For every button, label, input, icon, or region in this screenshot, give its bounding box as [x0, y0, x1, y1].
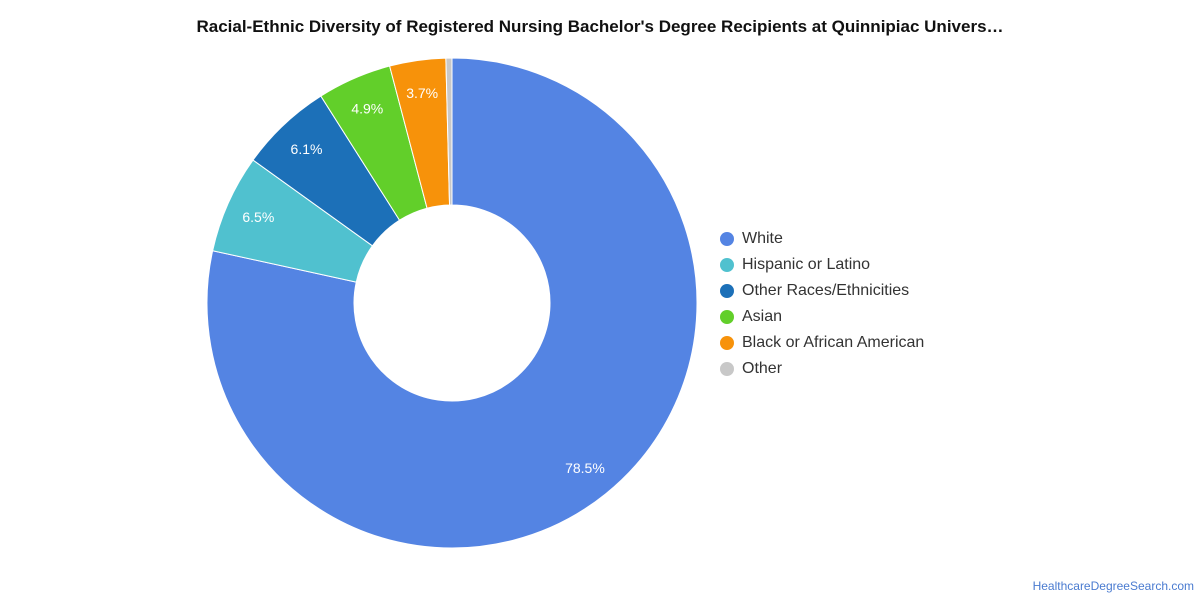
- legend-label: Other Races/Ethnicities: [742, 282, 910, 299]
- legend: White Hispanic or Latino Other Races/Ethni…: [720, 226, 924, 382]
- legend-item[interactable]: White: [720, 226, 924, 252]
- legend-item[interactable]: Black or African American: [720, 330, 924, 356]
- legend-swatch: [720, 310, 734, 324]
- legend-swatch: [720, 232, 734, 246]
- legend-swatch: [720, 336, 734, 350]
- source-credit-link[interactable]: HealthcareDegreeSearch.com: [1032, 579, 1194, 593]
- slice-white[interactable]: [206, 57, 698, 549]
- slice-label: 4.9%: [351, 101, 383, 117]
- slice-label: 6.1%: [291, 141, 323, 157]
- legend-item[interactable]: Asian: [720, 304, 924, 330]
- legend-item[interactable]: Hispanic or Latino: [720, 252, 924, 278]
- legend-label: White: [742, 230, 783, 247]
- slice-label: 78.5%: [565, 460, 605, 476]
- legend-label: Other: [742, 360, 783, 377]
- legend-swatch: [720, 258, 734, 272]
- legend-label: Black or African American: [742, 334, 925, 351]
- chart-title: Racial-Ethnic Diversity of Registered Nu…: [196, 17, 1004, 36]
- slice-other[interactable]: [445, 57, 453, 206]
- legend-swatch: [720, 284, 734, 298]
- slice-label: 6.5%: [242, 209, 274, 225]
- slice-label: 3.7%: [406, 85, 438, 101]
- legend-item[interactable]: Other Races/Ethnicities: [720, 278, 924, 304]
- legend-swatch: [720, 362, 734, 376]
- legend-label: Asian: [742, 308, 783, 325]
- legend-item[interactable]: Other: [720, 356, 924, 382]
- legend-label: Hispanic or Latino: [742, 256, 871, 273]
